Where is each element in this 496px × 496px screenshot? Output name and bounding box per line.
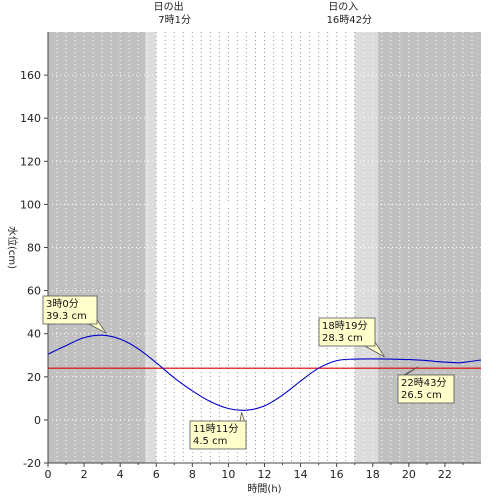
x-tick-label: 14 <box>294 468 308 481</box>
x-tick-label: 20 <box>402 468 416 481</box>
annotation-value: 39.3 cm <box>46 311 87 322</box>
annotation-time: 22時43分 <box>401 377 446 389</box>
axis-layer: -20 0 20 40 60 80 100 120 140 160 0 2 4 6 8 10 12 14 16 18 2… <box>6 32 481 495</box>
x-axis-title: 時間(h) <box>247 483 281 495</box>
x-tick-label: 6 <box>153 468 160 481</box>
annotation-box <box>42 295 98 325</box>
y-tick-label: 160 <box>20 69 41 82</box>
x-tick-label: 22 <box>438 468 452 481</box>
x-tick-label: 10 <box>221 468 235 481</box>
annotation-time: 11時11分 <box>193 423 238 435</box>
x-tick-label: 4 <box>117 468 124 481</box>
annotation-box <box>189 420 247 450</box>
sunset-label: 日の入 <box>328 2 358 13</box>
series-layer <box>47 334 482 411</box>
x-tick-label: 12 <box>258 468 272 481</box>
annotation-box <box>318 317 376 347</box>
annotation-value: 28.3 cm <box>322 333 363 344</box>
annotation-value: 4.5 cm <box>193 436 227 447</box>
x-tick-label: 0 <box>45 468 52 481</box>
y-tick-label: 120 <box>20 155 41 168</box>
night-shading-twilight <box>145 32 157 463</box>
y-tick-label: 60 <box>27 285 41 298</box>
sunrise-label: 日の出 <box>154 0 184 13</box>
x-tick-label: 18 <box>366 468 380 481</box>
x-tick-label: 2 <box>81 468 88 481</box>
annotation-time: 18時19分 <box>322 320 367 332</box>
y-axis-title: 水位(cm) <box>6 226 19 269</box>
annotation-time: 3時0分 <box>46 298 79 310</box>
y-tick-label: 0 <box>34 414 41 427</box>
y-tick-label: -20 <box>23 457 41 470</box>
y-tick-label: 100 <box>20 198 41 211</box>
y-tick-label: 40 <box>27 328 41 341</box>
annotation-value: 26.5 cm <box>401 390 442 401</box>
annotation-box <box>397 374 455 404</box>
night-shading-twilight <box>354 32 379 463</box>
y-tick-label: 20 <box>27 371 41 384</box>
sunrise-time-label: 7時1分 <box>158 14 191 26</box>
y-tick-label: 80 <box>27 242 41 255</box>
x-tick-label: 16 <box>330 468 344 481</box>
x-tick-label: 8 <box>189 468 196 481</box>
sunset-time-label: 16時42分 <box>327 14 372 26</box>
series-line-0 <box>47 334 482 411</box>
y-tick-label: 140 <box>20 112 41 125</box>
